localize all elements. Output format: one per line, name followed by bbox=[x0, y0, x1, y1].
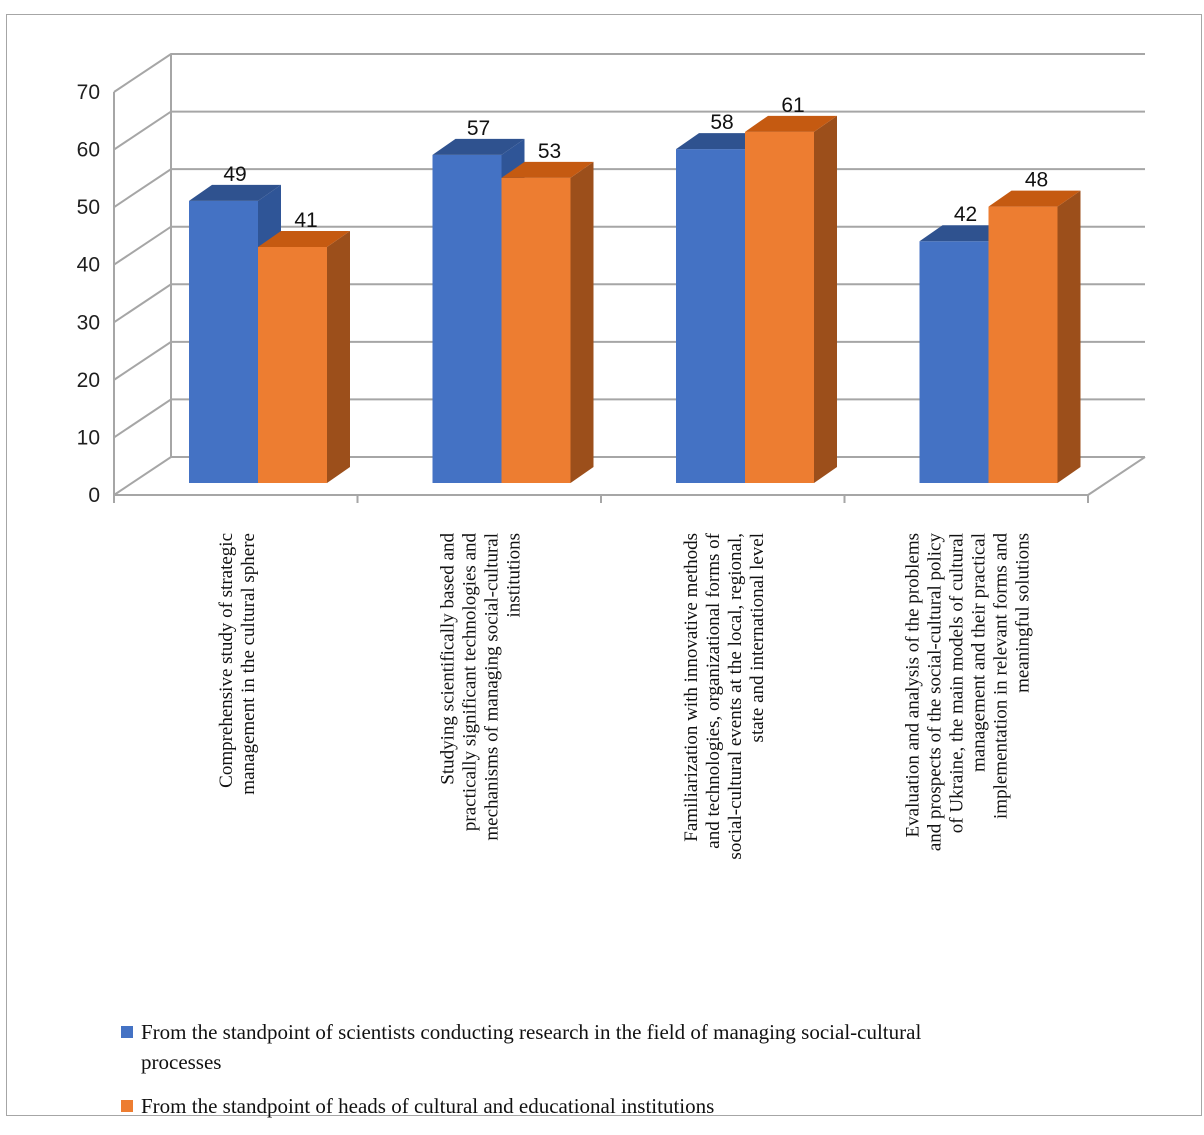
y-tick-label: 60 bbox=[77, 139, 100, 162]
bar-side bbox=[1057, 190, 1081, 483]
bar-top bbox=[501, 161, 594, 178]
category-label-line: Familiarization with innovative methods bbox=[681, 533, 702, 842]
bar-side bbox=[327, 230, 350, 483]
category-label: Studying scientifically based and practic… bbox=[437, 533, 524, 841]
bar-front bbox=[501, 177, 571, 483]
bar-top bbox=[258, 230, 350, 247]
y-tick-label: 30 bbox=[77, 311, 100, 334]
legend-swatch-blue bbox=[121, 1026, 133, 1038]
bar-side bbox=[570, 161, 594, 483]
legend-label: From the standpoint of heads of cultural… bbox=[141, 1094, 715, 1118]
category-label-line: of Ukraine, the main models of cultural bbox=[946, 533, 967, 833]
category-label-line: Comprehensive study of strategic bbox=[216, 533, 237, 788]
y-tick-label: 10 bbox=[77, 426, 100, 449]
floor-right-edge bbox=[1087, 456, 1146, 496]
bar-top bbox=[988, 190, 1081, 207]
category-labels: Comprehensive study of strategic manageme… bbox=[216, 532, 1034, 859]
category-label-line: meaningful solutions bbox=[1012, 533, 1033, 693]
bar-front bbox=[258, 246, 327, 483]
category-label-line: social-cultural events at the local, reg… bbox=[725, 533, 746, 860]
category-label-line: Studying scientifically based and bbox=[437, 533, 458, 785]
category-label-line: institutions bbox=[503, 533, 524, 617]
legend: From the standpoint of scientists conduc… bbox=[119, 1017, 1159, 1135]
gridline bbox=[113, 53, 1145, 93]
y-tick-label: 50 bbox=[77, 196, 100, 219]
category-label-line: mechanisms of managing social-cultural bbox=[481, 533, 502, 841]
bar-side bbox=[814, 115, 837, 483]
gridline bbox=[113, 110, 1145, 151]
data-labels: 49 41 57 53 58 61 42 48 bbox=[223, 94, 1048, 232]
category-label-line: and prospects of the social-cultural pol… bbox=[924, 533, 945, 852]
category-label-line: and technologies, organizational forms o… bbox=[703, 532, 724, 848]
data-label: 41 bbox=[294, 209, 317, 232]
data-label: 61 bbox=[781, 94, 804, 117]
bar-top bbox=[189, 184, 281, 201]
data-label: 58 bbox=[710, 111, 733, 134]
bar-top bbox=[432, 138, 525, 155]
legend-label-line-1: From the standpoint of scientists conduc… bbox=[141, 1020, 922, 1044]
y-axis-ticks: 0 10 20 30 40 50 60 70 bbox=[77, 81, 100, 507]
category-label: Evaluation and analysis of the problems a… bbox=[902, 533, 1033, 852]
data-label: 53 bbox=[538, 140, 561, 163]
category-label: Comprehensive study of strategic manageme… bbox=[216, 533, 259, 795]
category-label-line: practically significant technologies and bbox=[459, 533, 480, 832]
bar-front bbox=[745, 131, 814, 483]
bar-front bbox=[676, 149, 745, 483]
y-tick-label: 20 bbox=[77, 369, 100, 392]
category-label-line: management in the cultural sphere bbox=[238, 533, 259, 795]
legend-label-line-2: processes bbox=[141, 1050, 222, 1074]
bar-front bbox=[432, 154, 502, 483]
y-tick-label: 70 bbox=[77, 81, 100, 104]
legend-item-scientists: From the standpoint of scientists conduc… bbox=[119, 1017, 1159, 1077]
category-label: Familiarization with innovative methods a… bbox=[681, 532, 768, 859]
bar-front bbox=[189, 200, 258, 484]
bar-chart: 0 10 20 30 40 50 60 70 49 41 57 53 58 61 42 48 Compreh… bbox=[77, 53, 1146, 860]
data-label: 42 bbox=[954, 203, 977, 226]
chart-frame: 0 10 20 30 40 50 60 70 49 41 57 53 58 61 42 48 Compreh… bbox=[6, 14, 1202, 1118]
data-label: 48 bbox=[1025, 169, 1048, 192]
y-tick-label: 0 bbox=[88, 484, 100, 507]
data-label: 57 bbox=[467, 117, 490, 140]
bar-top bbox=[745, 115, 837, 132]
bar-front bbox=[919, 241, 989, 483]
y-tick-label: 40 bbox=[77, 254, 100, 277]
category-label-line: Evaluation and analysis of the problems bbox=[902, 533, 923, 837]
category-label-line: state and international level bbox=[747, 533, 768, 742]
legend-item-heads: From the standpoint of heads of cultural… bbox=[119, 1091, 1159, 1121]
category-label-line: management and their practical bbox=[968, 533, 989, 772]
bars bbox=[189, 115, 1081, 484]
chart-walls bbox=[113, 54, 1146, 503]
category-label-line: implementation in relevant forms and bbox=[990, 533, 1011, 819]
legend-swatch-orange bbox=[121, 1100, 133, 1112]
bar-front bbox=[988, 206, 1058, 483]
data-label: 49 bbox=[223, 163, 246, 186]
